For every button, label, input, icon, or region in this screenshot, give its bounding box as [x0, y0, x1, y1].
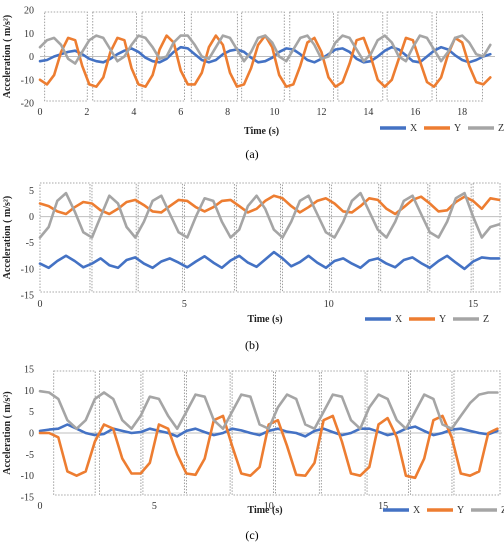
- panel-caption: (a): [245, 147, 258, 161]
- series-line-y: [38, 194, 501, 216]
- series-line-y: [38, 414, 499, 480]
- x-tick-label: 5: [182, 299, 187, 310]
- cycle-box: [472, 182, 501, 293]
- chart-panel-1: -20 -10 0 10 20 0 2 4 6 8 10 12 14 16 18 Acceleration (…: [2, 6, 504, 162]
- x-tick-label: 10: [264, 501, 274, 512]
- series-line-x: [38, 250, 501, 271]
- x-tick-label: 14: [363, 107, 373, 118]
- x-tick-label: 10: [324, 299, 334, 310]
- chart-panel-2: -15 -10 -5 0 5 0 5 10 15 Acceleration ( m/s²) Time…: [2, 182, 502, 352]
- y-tick-label: 10: [24, 386, 34, 397]
- x-tick-label: 0: [38, 501, 43, 512]
- y-axis-title: Acceleration ( m/s²): [2, 391, 13, 475]
- x-tick-label: 12: [316, 107, 326, 118]
- x-tick-label: 6: [178, 107, 183, 118]
- legend-label-z: Z: [501, 505, 504, 516]
- legend-label-z: Z: [498, 123, 504, 134]
- y-tick-label: 5: [29, 186, 34, 197]
- x-axis-title: Time (s): [244, 126, 279, 137]
- y-tick-label: -15: [21, 493, 34, 504]
- y-tick-label: 0: [29, 429, 34, 440]
- x-tick-label: 15: [378, 501, 388, 512]
- chart-panel-3: -15 -10 -5 0 5 10 15 0 5 10 15 Acceleration ( m/s²)…: [2, 365, 504, 543]
- legend-label-x: X: [395, 314, 403, 325]
- y-tick-label: 0: [29, 212, 34, 223]
- legend-label-y: Y: [439, 314, 446, 325]
- legend-label-y: Y: [454, 123, 461, 134]
- legend-label-y: Y: [457, 505, 464, 516]
- x-tick-label: 18: [457, 107, 467, 118]
- cycle-box: [235, 182, 281, 293]
- y-tick-label: 20: [24, 6, 34, 17]
- y-tick-label: -10: [21, 264, 34, 275]
- y-tick-label: -5: [26, 238, 34, 249]
- x-axis-title: Time (s): [247, 505, 282, 516]
- y-axis-title: Acceleration ( m/s²): [2, 196, 13, 280]
- series-line-x: [38, 423, 499, 438]
- x-tick-label: 2: [84, 107, 89, 118]
- series-line-z: [38, 191, 501, 239]
- x-tick-label: 16: [410, 107, 420, 118]
- x-tick-label: 15: [468, 299, 478, 310]
- series-line-z: [38, 34, 492, 65]
- y-tick-label: -20: [21, 99, 34, 110]
- y-tick-label: 15: [24, 365, 34, 376]
- cycle-box: [429, 182, 472, 293]
- x-tick-label: 4: [131, 107, 136, 118]
- legend-label-z: Z: [483, 314, 489, 325]
- y-tick-label: -5: [26, 450, 34, 461]
- legend-label-x: X: [410, 123, 418, 134]
- x-tick-label: 0: [38, 107, 43, 118]
- panel-caption: (c): [245, 528, 258, 542]
- y-tick-label: 0: [29, 52, 34, 63]
- y-axis-title: Acceleration ( m/s²): [2, 15, 13, 99]
- cycle-box: [183, 182, 235, 293]
- x-tick-label: 10: [270, 107, 280, 118]
- x-axis-title: Time (s): [247, 314, 282, 325]
- panel-caption: (b): [245, 338, 259, 352]
- x-tick-label: 5: [152, 501, 157, 512]
- cycle-box: [39, 182, 91, 293]
- series-line-z: [38, 389, 499, 431]
- y-tick-label: -10: [21, 471, 34, 482]
- cycle-box: [91, 182, 137, 293]
- legend-label-x: X: [413, 505, 421, 516]
- x-tick-label: 0: [38, 299, 43, 310]
- x-tick-label: 8: [225, 107, 230, 118]
- y-tick-label: 10: [24, 29, 34, 40]
- y-tick-label: 5: [29, 407, 34, 418]
- y-tick-label: -15: [21, 291, 34, 302]
- cycle-box: [137, 182, 183, 293]
- y-tick-label: -10: [21, 75, 34, 86]
